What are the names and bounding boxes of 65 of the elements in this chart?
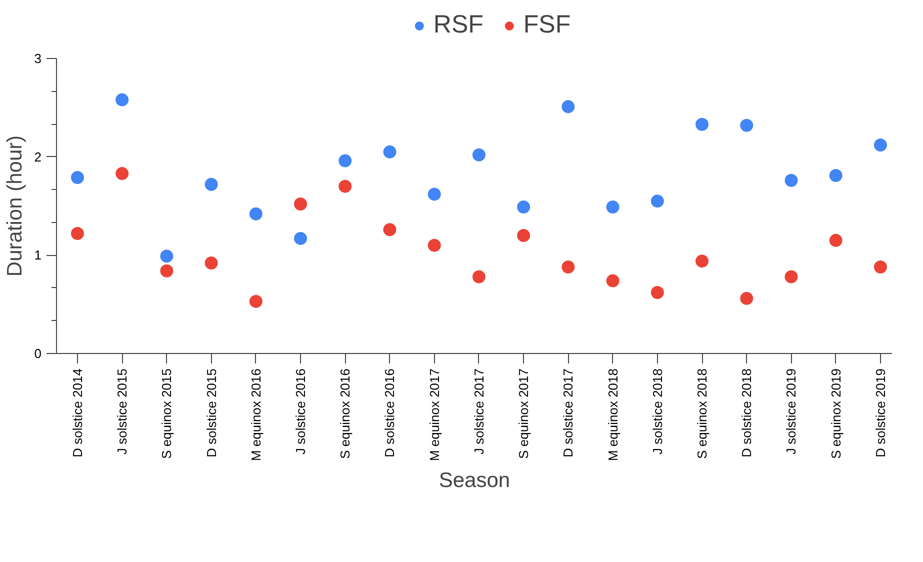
- x-tick-label: J solstice 2018: [650, 368, 665, 454]
- point: [829, 234, 842, 247]
- point: [740, 118, 754, 132]
- x-tick-label: D solstice 2015: [204, 368, 219, 458]
- point: [606, 274, 620, 288]
- x-tick-label: D solstice 2018: [739, 368, 754, 458]
- point: [874, 260, 887, 274]
- point: [116, 167, 129, 180]
- point: [294, 232, 308, 245]
- y-tick-label: 2: [34, 149, 42, 164]
- point: [517, 200, 530, 214]
- x-tick-label: D solstice 2017: [560, 368, 576, 458]
- point: [249, 294, 262, 308]
- point: [874, 138, 887, 152]
- point: [70, 227, 84, 240]
- point: [562, 260, 575, 274]
- x-tick-label: J solstice 2019: [784, 368, 799, 454]
- point: [472, 148, 486, 162]
- point: [650, 286, 664, 300]
- x-tick-label: D solstice 2014: [70, 368, 85, 458]
- point: [338, 180, 352, 193]
- point: [294, 198, 308, 211]
- x-tick-label: S equinox 2016: [338, 368, 353, 459]
- point: [696, 118, 709, 131]
- point: [428, 238, 441, 252]
- point: [160, 264, 174, 278]
- point: [829, 169, 842, 182]
- x-tick-label: J solstice 2017: [471, 368, 486, 454]
- x-tick-label: S equinox 2017: [516, 368, 532, 459]
- point: [784, 270, 798, 284]
- point: [70, 170, 84, 184]
- point: [517, 229, 530, 242]
- point: [338, 154, 352, 168]
- x-tick-label: S equinox 2019: [828, 368, 844, 459]
- x-tick-label: M equinox 2016: [248, 368, 264, 462]
- point: [116, 93, 129, 106]
- y-tick-label: 1: [34, 248, 42, 263]
- point: [696, 254, 709, 268]
- y-axis-title: Duration (hour): [3, 135, 26, 277]
- y-tick-label: 0: [34, 346, 42, 361]
- x-tick-label: M equinox 2018: [605, 368, 620, 462]
- point: [740, 292, 754, 305]
- point: [428, 188, 441, 201]
- x-tick-label: D solstice 2019: [872, 368, 888, 458]
- point: [204, 178, 218, 191]
- x-tick-label: J solstice 2016: [293, 368, 308, 454]
- x-tick-label: M equinox 2017: [426, 368, 442, 462]
- point: [606, 200, 620, 214]
- x-axis-title: Season: [438, 469, 510, 492]
- point: [562, 100, 575, 114]
- legend-label: FSF: [523, 10, 571, 40]
- point: [784, 174, 798, 187]
- x-tick-label: S equinox 2018: [694, 368, 710, 459]
- point: [383, 223, 396, 236]
- x-tick-label: S equinox 2015: [159, 368, 174, 459]
- point: [650, 194, 664, 208]
- point: [383, 145, 396, 158]
- x-tick-label: D solstice 2016: [382, 368, 398, 458]
- point: [204, 256, 218, 270]
- point: [160, 250, 174, 263]
- point: [472, 270, 486, 284]
- point: [249, 207, 262, 220]
- legend-label: RSF: [433, 10, 484, 40]
- x-tick-label: J solstice 2015: [114, 368, 130, 454]
- y-tick-label: 3: [34, 51, 42, 66]
